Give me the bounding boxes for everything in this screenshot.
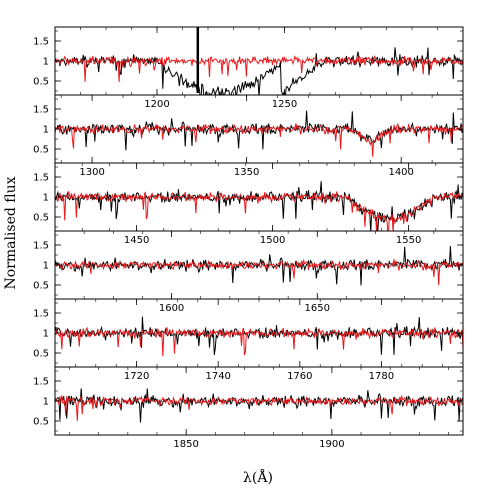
panels-layer: 0.5 1 1.5 1200 1250 0.5 1 1.5 1300 1350 1400 0.5 1 1.… (33, 26, 464, 450)
x-tick-label: 1200 (144, 99, 169, 110)
x-tick-label: 1600 (159, 303, 184, 314)
x-tick-label: 1780 (369, 371, 394, 382)
panel-3: 0.5 1 1.5 1450 1500 1550 (33, 162, 464, 246)
y-tick-label: 0.5 (33, 281, 49, 292)
x-tick-label: 1720 (124, 371, 149, 382)
x-tick-label: 1650 (305, 303, 330, 314)
series-black-line (55, 388, 463, 423)
y-tick-label: 1 (43, 397, 49, 408)
panel-2-series (55, 110, 463, 157)
y-tick-label: 0.5 (33, 145, 49, 156)
y-tick-label: 1 (43, 261, 49, 272)
y-tick-label: 1.5 (33, 37, 49, 48)
y-tick-label: 0.5 (33, 417, 49, 428)
y-tick-label: 1 (43, 193, 49, 204)
y-tick-label: 1.5 (33, 105, 49, 116)
series-red-line (55, 122, 463, 157)
x-tick-label: 1400 (388, 167, 413, 178)
series-red-line (55, 191, 463, 231)
series-red-line (55, 394, 463, 421)
panel-5-series (55, 316, 463, 357)
panel-3-series (55, 181, 463, 231)
x-tick-label: 1500 (260, 235, 285, 246)
y-axis-label: Normalised flux (3, 176, 19, 289)
y-tick-label: 1.5 (33, 309, 49, 320)
y-tick-label: 0.5 (33, 213, 49, 224)
panel-4-series (55, 245, 463, 286)
y-tick-label: 1 (43, 329, 49, 340)
y-tick-label: 1.5 (33, 173, 49, 184)
series-black-line (55, 181, 463, 231)
y-tick-label: 1 (43, 125, 49, 136)
series-red-line (55, 54, 463, 83)
y-tick-label: 1.5 (33, 377, 49, 388)
y-tick-label: 1 (43, 57, 49, 68)
panel-6: 0.5 1 1.5 1850 1900 (33, 366, 464, 450)
x-tick-label: 1350 (234, 167, 259, 178)
series-red-line (55, 326, 463, 357)
x-tick-label: 1300 (79, 167, 104, 178)
series-black-line (55, 316, 463, 355)
series-black-line (55, 47, 463, 95)
x-tick-label: 1250 (272, 99, 297, 110)
x-tick-label: 1450 (124, 235, 149, 246)
y-tick-label: 0.5 (33, 349, 49, 360)
y-tick-label: 1.5 (33, 241, 49, 252)
x-tick-label: 1900 (319, 439, 344, 450)
panel-2: 0.5 1 1.5 1300 1350 1400 (33, 94, 464, 178)
x-tick-label: 1760 (287, 371, 312, 382)
panel-1: 0.5 1 1.5 1200 1250 (33, 26, 464, 110)
x-tick-label: 1550 (396, 235, 421, 246)
panel-5: 0.5 1 1.5 1720 1740 1760 1780 (33, 298, 464, 382)
panel-1-series (55, 27, 463, 95)
panel-6-series (55, 388, 463, 423)
x-tick-label: 1740 (205, 371, 230, 382)
y-tick-label: 0.5 (33, 77, 49, 88)
x-tick-label: 1850 (173, 439, 198, 450)
series-red-line (55, 258, 463, 286)
x-axis-label: λ(Å) (243, 468, 273, 486)
